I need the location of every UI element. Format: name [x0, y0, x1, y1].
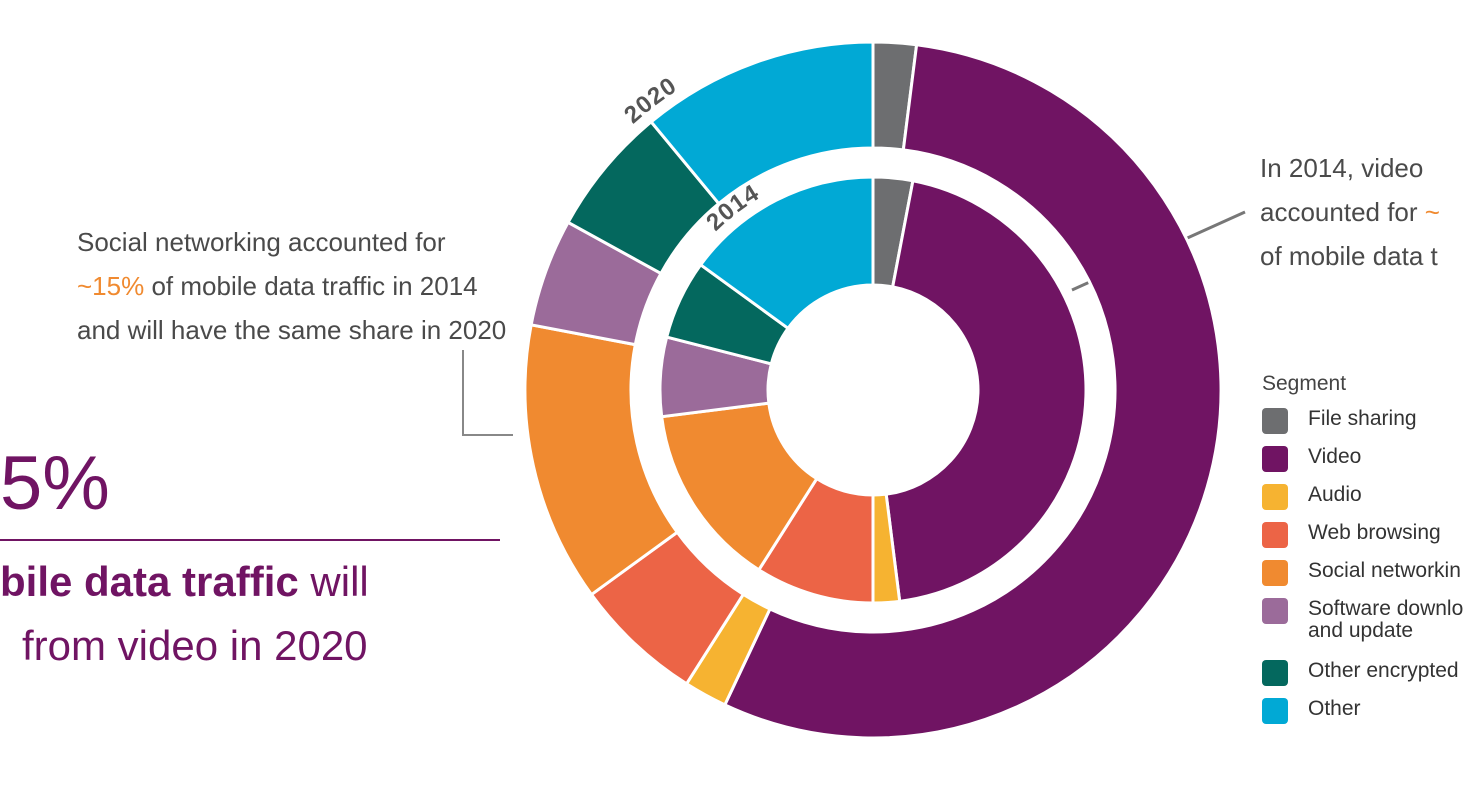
- legend-item: Web browsing: [1262, 522, 1463, 560]
- legend-swatch: [1262, 598, 1288, 624]
- legend-item: File sharing: [1262, 408, 1463, 446]
- headline: bile data traffic will: [0, 558, 369, 606]
- note-text: In 2014, video: [1260, 153, 1424, 183]
- donut-sector: [722, 43, 1223, 740]
- legend-swatch: [1262, 560, 1288, 586]
- video-note: In 2014, video accounted for ~ of mobile…: [1260, 146, 1440, 278]
- legend-label: Other: [1308, 697, 1361, 720]
- legend-label: Social networkin: [1308, 559, 1461, 582]
- legend-item: Other: [1262, 698, 1463, 736]
- donut-sector: [884, 179, 1088, 603]
- legend-label: Web browsing: [1308, 521, 1441, 544]
- headline-text: from video in 2020: [22, 622, 368, 669]
- social-note: Social networking accounted for ~15% of …: [77, 220, 517, 352]
- legend-label: Audio: [1308, 483, 1362, 506]
- note-highlight: ~15%: [77, 271, 145, 301]
- legend-swatch: [1262, 660, 1288, 686]
- legend-swatch: [1262, 522, 1288, 548]
- legend-item: Audio: [1262, 484, 1463, 522]
- legend-label: Software downlo and update: [1308, 597, 1464, 642]
- legend-label: File sharing: [1308, 407, 1417, 430]
- legend: Segment File sharing Video Audio Web browsi…: [1262, 372, 1463, 736]
- legend-swatch: [1262, 408, 1288, 434]
- donut-sector: [649, 40, 875, 206]
- legend-swatch: [1262, 446, 1288, 472]
- note-text: accounted for: [1260, 197, 1418, 227]
- legend-item: Software downlo and update: [1262, 598, 1463, 660]
- legend-item: Video: [1262, 446, 1463, 484]
- legend-swatch: [1262, 484, 1288, 510]
- donut-sector: [660, 401, 819, 572]
- legend-swatch: [1262, 698, 1288, 724]
- leader-line: [462, 350, 513, 436]
- legend-title: Segment: [1262, 372, 1347, 395]
- headline-text: will: [310, 558, 369, 605]
- legend-label: Video: [1308, 445, 1362, 468]
- legend-label: Other encrypted: [1308, 659, 1459, 682]
- headline-stat: 5%: [0, 441, 110, 526]
- donut-sector: [698, 175, 875, 331]
- legend-item: Other encrypted: [1262, 660, 1463, 698]
- legend-item: Social networkin: [1262, 560, 1463, 598]
- note-text: of mobile data t: [1260, 241, 1438, 271]
- note-text: Social networking accounted for: [77, 227, 446, 257]
- note-text: of mobile data traffic in 2014 and will …: [77, 271, 507, 345]
- note-highlight: ~: [1424, 197, 1440, 227]
- headline-bold: bile data traffic: [0, 558, 299, 605]
